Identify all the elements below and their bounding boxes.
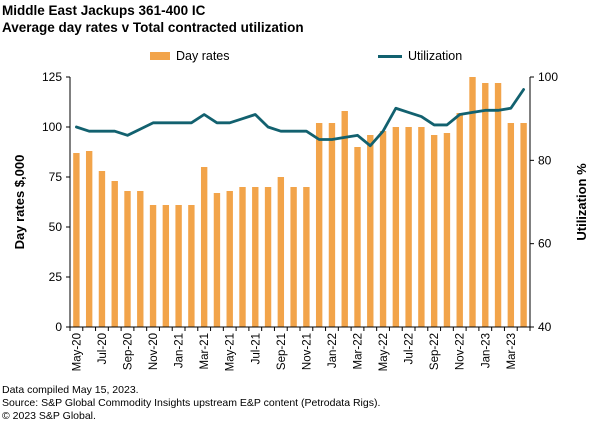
y-tick-label-50: 50 (49, 220, 63, 234)
chart-title: Middle East Jackups 361-400 IC (2, 3, 206, 18)
y2-tick-label-60: 60 (538, 237, 552, 251)
x-tick-label-Mar-23: Mar-23 (506, 333, 518, 369)
y2-tick-label-80: 80 (538, 153, 552, 167)
bar-Jul-22 (405, 127, 412, 327)
bar-Jul-21 (252, 187, 259, 327)
bar-Jun-20 (85, 151, 93, 327)
bar-Apr-21 (213, 193, 221, 327)
x-tick-label-May-20: May-20 (71, 333, 83, 371)
bar-Aug-22 (418, 127, 425, 327)
footer-date: Data compiled May 15, 2023. (2, 384, 139, 396)
legend-item-utilization: Utilization (378, 49, 462, 63)
legend-swatch-bar (150, 52, 170, 60)
bar-Oct-20 (137, 191, 144, 327)
bar-Jan-22 (328, 123, 336, 327)
x-tick-label-Jan-22: Jan-22 (327, 333, 339, 368)
footer-copyright: © 2023 S&P Global. (2, 410, 96, 422)
y-tick-label-25: 25 (49, 270, 63, 284)
bar-Mar-21 (200, 167, 208, 327)
bar-Nov-21 (303, 187, 310, 327)
legend-label-utilization: Utilization (408, 49, 463, 63)
bar-Mar-22 (354, 147, 361, 327)
footer-source: Source: S&P Global Commodity Insights up… (2, 397, 381, 409)
y-axis-title: Day rates $,000 (12, 155, 27, 250)
bar-Dec-20 (162, 205, 170, 327)
legend-item-day-rates: Day rates (150, 49, 230, 63)
bar-Feb-23 (494, 83, 502, 327)
bar-May-22 (379, 131, 387, 327)
bar-May-20 (73, 153, 80, 327)
bar-Apr-23 (520, 123, 527, 327)
chart-subtitle: Average day rates v Total contracted uti… (2, 20, 304, 35)
x-tick-label-May-22: May-22 (378, 333, 390, 371)
x-tick-label-Jan-23: Jan-23 (480, 333, 492, 368)
y-tick-label-0: 0 (55, 320, 62, 334)
bar-Feb-22 (341, 111, 348, 327)
bar-Feb-21 (188, 205, 195, 327)
bar-Sep-22 (430, 135, 438, 327)
x-tick-label-Jul-22: Jul-22 (404, 333, 416, 364)
bar-Jun-22 (392, 127, 400, 327)
y-tick-label-100: 100 (42, 120, 62, 134)
utilization-line (74, 88, 526, 148)
y2-tick-label-100: 100 (538, 70, 558, 84)
bar-Dec-22 (469, 77, 476, 327)
x-tick-label-Sep-20: Sep-20 (123, 333, 135, 370)
x-tick-label-Jan-21: Jan-21 (174, 333, 186, 368)
bar-Mar-23 (507, 123, 515, 327)
bar-May-21 (226, 191, 233, 327)
bar-Sep-21 (277, 177, 285, 327)
bar-Oct-22 (443, 133, 451, 327)
bar-Jan-21 (175, 205, 182, 327)
x-tick-label-Nov-21: Nov-21 (301, 333, 313, 370)
y2-axis-title: Utilization % (574, 163, 589, 241)
bar-Jun-21 (239, 187, 246, 327)
bar-Jul-20 (98, 171, 106, 327)
legend: Day rates Utilization (0, 49, 602, 65)
bar-Dec-21 (315, 123, 323, 327)
bar-Aug-20 (111, 181, 118, 327)
legend-swatch-line (378, 54, 402, 58)
x-tick-label-Sep-21: Sep-21 (276, 333, 288, 370)
x-tick-label-Jul-21: Jul-21 (250, 333, 262, 364)
y-tick-label-125: 125 (42, 70, 62, 84)
x-tick-label-Mar-21: Mar-21 (199, 333, 211, 369)
bar-Apr-22 (367, 135, 374, 327)
bar-Jan-23 (482, 83, 489, 327)
bar-Nov-22 (456, 113, 463, 327)
x-tick-label-Jul-20: Jul-20 (97, 333, 109, 364)
x-tick-label-Nov-22: Nov-22 (455, 333, 467, 370)
bar-Oct-21 (290, 187, 297, 327)
x-tick-label-Sep-22: Sep-22 (429, 333, 441, 370)
y-tick-label-75: 75 (49, 170, 63, 184)
x-tick-label-May-21: May-21 (225, 333, 237, 371)
bar-Sep-20 (124, 191, 131, 327)
bar-Aug-21 (264, 187, 272, 327)
y2-tick-label-40: 40 (538, 320, 552, 334)
bar-Nov-20 (149, 205, 157, 327)
x-tick-label-Nov-20: Nov-20 (148, 333, 160, 370)
legend-label-day-rates: Day rates (176, 49, 230, 63)
x-tick-label-Mar-22: Mar-22 (353, 333, 365, 369)
